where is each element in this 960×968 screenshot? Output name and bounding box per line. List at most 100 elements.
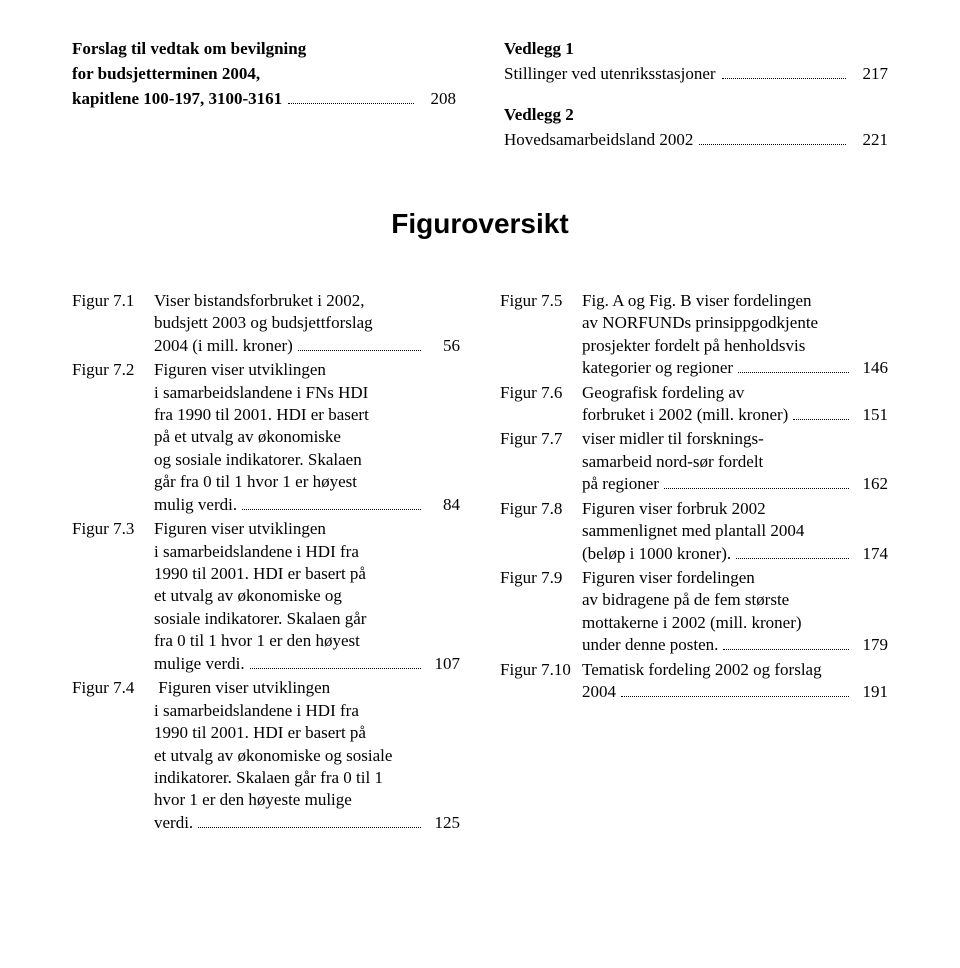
figure-leader-line: mulig verdi. 84 <box>154 494 460 516</box>
figure-body: Geografisk fordeling avforbruket i 2002 … <box>582 382 888 427</box>
figure-entry: Figur 7.7viser midler til forsknings-sam… <box>500 428 888 495</box>
figure-label: Figur 7.9 <box>500 567 582 589</box>
leader-dots <box>242 509 421 510</box>
figure-text-line: Tematisk fordeling 2002 og forslag <box>582 659 888 681</box>
figure-last-text: forbruket i 2002 (mill. kroner) <box>582 404 788 426</box>
figure-label: Figur 7.1 <box>72 290 154 312</box>
figure-text-line: Figuren viser fordelingen <box>582 567 888 589</box>
leader-dots <box>699 144 846 145</box>
leader-dots <box>723 649 849 650</box>
figure-last-text: mulig verdi. <box>154 494 237 516</box>
figure-columns: Figur 7.1Viser bistandsforbruket i 2002,… <box>72 290 888 837</box>
leader-dots <box>250 668 421 669</box>
figure-text-line: 1990 til 2001. HDI er basert på <box>154 722 460 744</box>
leader-dots <box>298 350 421 351</box>
figure-right-column: Figur 7.5Fig. A og Fig. B viser fordelin… <box>500 290 888 837</box>
figure-text-line: i samarbeidslandene i HDI fra <box>154 541 460 563</box>
figure-entry: Figur 7.2Figuren viser utviklingeni sama… <box>72 359 460 516</box>
figure-leader-line: 2004 (i mill. kroner) 56 <box>154 335 460 357</box>
figure-text-line: fra 0 til 1 hvor 1 er den høyest <box>154 630 460 652</box>
figure-page: 56 <box>426 335 460 357</box>
leader-dots <box>664 488 849 489</box>
figure-last-text: verdi. <box>154 812 193 834</box>
figure-page: 151 <box>854 404 888 426</box>
figure-leader-line: kategorier og regioner146 <box>582 357 888 379</box>
figure-body: Figuren viser utviklingeni samarbeidslan… <box>154 677 460 834</box>
figure-text-line: sammenlignet med plantall 2004 <box>582 520 888 542</box>
figure-label: Figur 7.10 <box>500 659 582 681</box>
figure-text-line: Fig. A og Fig. B viser fordelingen <box>582 290 888 312</box>
figure-body: Figuren viser forbruk 2002sammenlignet m… <box>582 498 888 565</box>
figure-label: Figur 7.7 <box>500 428 582 450</box>
figure-text-line: Geografisk fordeling av <box>582 382 888 404</box>
figure-body: Figuren viser utviklingeni samarbeidslan… <box>154 359 460 516</box>
figure-page: 107 <box>426 653 460 675</box>
figure-leader-line: 2004 191 <box>582 681 888 703</box>
figure-text-line: prosjekter fordelt på henholdsvis <box>582 335 888 357</box>
figure-text-line: av NORFUNDs prinsippgodkjente <box>582 312 888 334</box>
vedlegg1-text: Stillinger ved utenriksstasjoner <box>504 63 716 86</box>
figure-entry: Figur 7.10Tematisk fordeling 2002 og for… <box>500 659 888 704</box>
figure-leader-line: forbruket i 2002 (mill. kroner) 151 <box>582 404 888 426</box>
figure-last-text: 2004 <box>582 681 616 703</box>
figure-text-line: av bidragene på de fem største <box>582 589 888 611</box>
top-left-block: Forslag til vedtak om bevilgning for bud… <box>72 38 456 152</box>
figure-text-line: indikatorer. Skalaen går fra 0 til 1 <box>154 767 460 789</box>
figure-text-line: Figuren viser utviklingen <box>154 518 460 540</box>
figure-label: Figur 7.8 <box>500 498 582 520</box>
figuroversikt-heading: Figuroversikt <box>72 208 888 240</box>
figure-last-text: på regioner <box>582 473 659 495</box>
figure-label: Figur 7.5 <box>500 290 582 312</box>
figure-page: 125 <box>426 812 460 834</box>
figure-text-line: og sosiale indikatorer. Skalaen <box>154 449 460 471</box>
figure-text-line: Viser bistandsforbruket i 2002, <box>154 290 460 312</box>
figure-text-line: viser midler til forsknings- <box>582 428 888 450</box>
top-left-leader: kapitlene 100-197, 3100-3161 208 <box>72 88 456 111</box>
figure-leader-line: verdi. 125 <box>154 812 460 834</box>
figure-body: Tematisk fordeling 2002 og forslag2004 19… <box>582 659 888 704</box>
figure-page: 174 <box>854 543 888 565</box>
figure-last-text: under denne posten. <box>582 634 718 656</box>
top-left-page: 208 <box>420 88 456 111</box>
figure-page: 162 <box>854 473 888 495</box>
figure-text-line: samarbeid nord-sør fordelt <box>582 451 888 473</box>
leader-dots <box>736 558 849 559</box>
figure-last-text: (beløp i 1000 kroner). <box>582 543 731 565</box>
figure-body: viser midler til forsknings-samarbeid no… <box>582 428 888 495</box>
figure-text-line: går fra 0 til 1 hvor 1 er høyest <box>154 471 460 493</box>
vedlegg1-line: Stillinger ved utenriksstasjoner 217 <box>504 63 888 86</box>
figure-text-line: Figuren viser utviklingen <box>154 677 460 699</box>
figure-label: Figur 7.3 <box>72 518 154 540</box>
vedlegg1-page: 217 <box>852 63 888 86</box>
figure-last-text: 2004 (i mill. kroner) <box>154 335 293 357</box>
figure-entry: Figur 7.5Fig. A og Fig. B viser fordelin… <box>500 290 888 380</box>
figure-entry: Figur 7.3Figuren viser utviklingeni sama… <box>72 518 460 675</box>
figure-leader-line: på regioner 162 <box>582 473 888 495</box>
figure-entry: Figur 7.6Geografisk fordeling avforbruke… <box>500 382 888 427</box>
figure-body: Viser bistandsforbruket i 2002,budsjett … <box>154 290 460 357</box>
vedlegg2-line: Hovedsamarbeidsland 2002 221 <box>504 129 888 152</box>
figure-text-line: i samarbeidslandene i FNs HDI <box>154 382 460 404</box>
vedlegg1-title: Vedlegg 1 <box>504 38 888 61</box>
figure-page: 84 <box>426 494 460 516</box>
top-left-title-2: for budsjetterminen 2004, <box>72 63 456 86</box>
figure-text-line: hvor 1 er den høyeste mulige <box>154 789 460 811</box>
figure-text-line: mottakerne i 2002 (mill. kroner) <box>582 612 888 634</box>
figure-body: Fig. A og Fig. B viser fordelingenav NOR… <box>582 290 888 380</box>
figure-page: 146 <box>854 357 888 379</box>
figure-text-line: Figuren viser utviklingen <box>154 359 460 381</box>
figure-text-line: i samarbeidslandene i HDI fra <box>154 700 460 722</box>
figure-entry: Figur 7.8Figuren viser forbruk 2002samme… <box>500 498 888 565</box>
top-left-title-1: Forslag til vedtak om bevilgning <box>72 38 456 61</box>
figure-entry: Figur 7.9Figuren viser fordelingenav bid… <box>500 567 888 657</box>
figure-left-column: Figur 7.1Viser bistandsforbruket i 2002,… <box>72 290 460 837</box>
figure-text-line: sosiale indikatorer. Skalaen går <box>154 608 460 630</box>
figure-entry: Figur 7.1Viser bistandsforbruket i 2002,… <box>72 290 460 357</box>
figure-text-line: Figuren viser forbruk 2002 <box>582 498 888 520</box>
vedlegg2-text: Hovedsamarbeidsland 2002 <box>504 129 693 152</box>
figure-label: Figur 7.2 <box>72 359 154 381</box>
top-left-last-text: kapitlene 100-197, 3100-3161 <box>72 88 282 111</box>
vedlegg2-page: 221 <box>852 129 888 152</box>
figure-page: 191 <box>854 681 888 703</box>
figure-label: Figur 7.4 <box>72 677 154 699</box>
